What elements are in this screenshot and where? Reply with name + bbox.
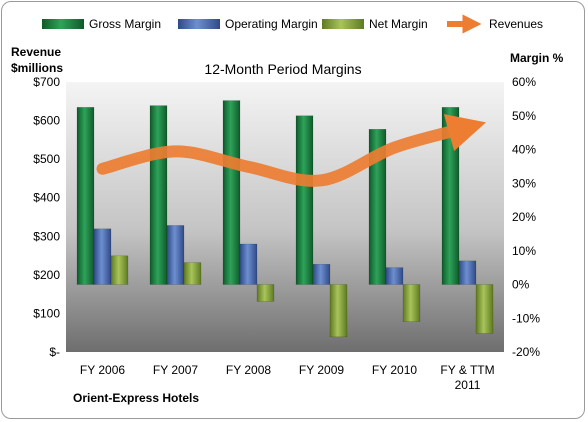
left-tick-label: $300: [33, 229, 60, 243]
net-margin-bar: [110, 255, 129, 285]
category-label: FY 2008: [226, 363, 271, 377]
legend: Gross Margin Operating Margin Net Margin…: [42, 14, 543, 34]
right-tick-label: 0%: [512, 278, 530, 292]
right-tick-label: 20%: [512, 210, 536, 224]
net-margin-bar: [183, 262, 202, 285]
margins-chart: Gross Margin Operating Margin Net Margin…: [11, 14, 564, 405]
operating-margin-bar: [93, 228, 112, 285]
revenues-line: [96, 114, 487, 187]
category-label: FY 2006: [80, 363, 125, 377]
category-label: FY & TTM: [440, 363, 494, 377]
category-label: FY 2010: [372, 363, 417, 377]
right-tick-label: 30%: [512, 176, 536, 190]
left-tick-label: $500: [33, 152, 60, 166]
revenue-series: [96, 114, 487, 187]
category-label: FY 2007: [153, 363, 198, 377]
operating-margin-bar: [312, 264, 331, 285]
gross-margin-bar: [368, 129, 387, 285]
operating-margin-bar: [166, 225, 185, 285]
gross-margin-bar: [295, 115, 314, 285]
gross-margin-bar: [441, 107, 460, 285]
legend-label-net-margin: Net Margin: [369, 17, 428, 31]
right-tick-label: -10%: [512, 311, 540, 325]
left-tick-label: $200: [33, 268, 60, 282]
chart-title: 12-Month Period Margins: [204, 61, 361, 77]
left-tick-label: $400: [33, 191, 60, 205]
left-tick-label: $600: [33, 114, 60, 128]
operating-margin-bar: [239, 243, 258, 285]
legend-swatch-net-margin: [322, 19, 364, 29]
net-margin-bar: [402, 284, 421, 322]
right-tick-label: 50%: [512, 109, 536, 123]
operating-margin-bar: [458, 260, 477, 285]
net-margin-bar: [329, 284, 348, 338]
legend-label-operating-margin: Operating Margin: [225, 17, 318, 31]
gross-margin-bar: [76, 107, 95, 285]
left-axis-title-line2: $millions: [11, 61, 63, 75]
category-axis-labels: FY 2006 FY 2007 FY 2008 FY 2009 FY 2010 FY & …: [80, 363, 495, 392]
category-label: FY 2009: [299, 363, 344, 377]
legend-swatch-gross-margin: [42, 19, 84, 29]
right-tick-label: 10%: [512, 244, 536, 258]
left-axis-ticks: $- $100 $200 $300 $400 $500 $600 $700: [33, 75, 60, 359]
bar-series: [76, 100, 494, 338]
company-name: Orient-Express Hotels: [73, 391, 199, 405]
right-axis-title: Margin %: [510, 51, 564, 65]
right-axis-ticks: -20% -10% 0% 10% 20% 30% 40% 50% 60%: [512, 75, 540, 359]
right-tick-label: 60%: [512, 75, 536, 89]
legend-label-revenues: Revenues: [489, 17, 543, 31]
right-tick-label: -20%: [512, 345, 540, 359]
legend-swatch-operating-margin: [178, 19, 220, 29]
gross-margin-bar: [222, 100, 241, 285]
left-axis-title-line1: Revenue: [11, 45, 61, 59]
left-tick-label: $700: [33, 75, 60, 89]
right-tick-label: 40%: [512, 143, 536, 157]
plot-area: [66, 82, 504, 352]
net-margin-bar: [256, 284, 275, 302]
net-margin-bar: [475, 284, 494, 334]
category-label: 2011: [455, 378, 481, 392]
gross-margin-bar: [149, 105, 168, 285]
left-tick-label: $100: [33, 306, 60, 320]
legend-label-gross-margin: Gross Margin: [89, 17, 161, 31]
operating-margin-bar: [385, 267, 404, 285]
left-tick-label: $-: [49, 345, 60, 359]
